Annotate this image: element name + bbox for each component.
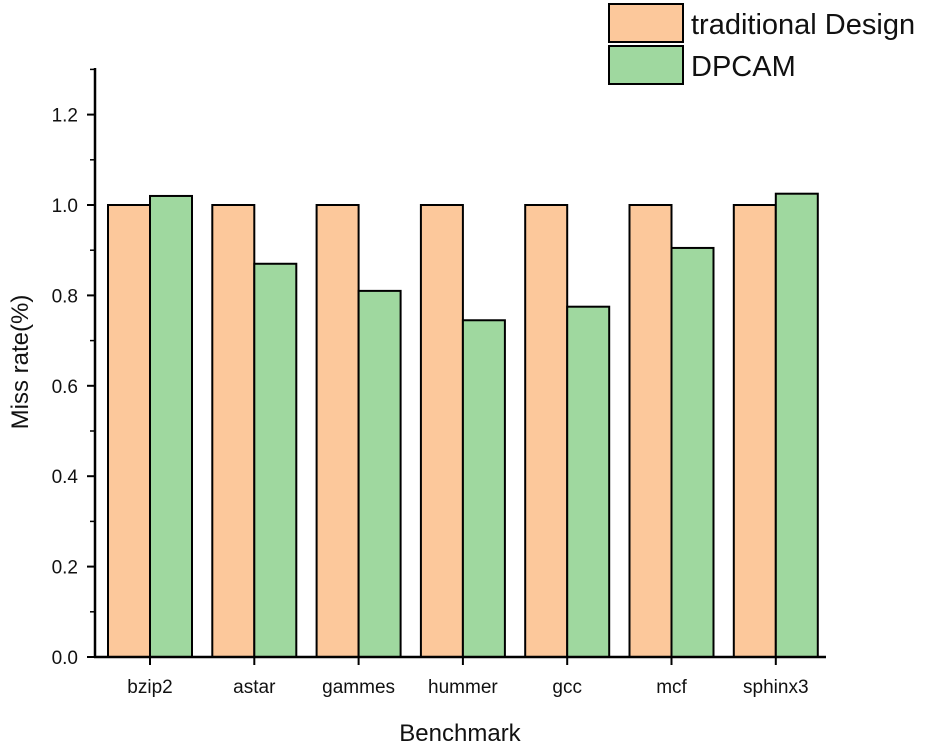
bar-dpcam-bzip2 [149,194,193,659]
legend-swatch-traditional-design [608,3,684,43]
x-tick-label-bzip2: bzip2 [127,677,172,698]
legend: traditional Design DPCAM [608,3,915,85]
legend-label-dpcam: DPCAM [691,51,796,83]
bar-dpcam-sphinx3 [774,192,819,658]
bar-dpcam-gcc [566,305,611,658]
legend-label-traditional-design: traditional Design [691,9,915,41]
x-tick-label-hummer: hummer [428,677,498,698]
bar-traditional-design-astar [211,204,256,658]
bar-traditional-design-sphinx3 [732,204,777,658]
x-tick-label-mcf: mcf [656,677,687,698]
bar-traditional-design-gcc [524,204,569,658]
x-tick-label-gammes: gammes [322,677,395,698]
bar-traditional-design-mcf [628,204,673,658]
x-tick-label-gcc: gcc [552,677,582,698]
y-tick-label: 0.6 [52,377,78,398]
y-tick-label: 0.2 [52,558,78,579]
y-tick-label: 0.8 [52,286,78,307]
y-axis-title: Miss rate(%) [7,295,34,430]
legend-swatch-dpcam [608,45,684,85]
y-tick-label: 1.2 [52,106,78,127]
x-tick-label-astar: astar [233,677,276,698]
axes-group [93,68,826,659]
x-ticks-group: bzip2 astar gammes hummer gcc mcf sphinx3 [127,657,809,698]
y-tick-label: 0.0 [52,648,78,669]
bar-traditional-design-gammes [315,204,360,658]
bar-traditional-design-bzip2 [107,204,151,658]
bars-group [107,192,819,659]
x-tick-label-sphinx3: sphinx3 [743,677,809,698]
y-ticks-group: 0.0 0.2 0.4 0.6 0.8 1.0 1.2 [52,68,95,669]
bar-dpcam-hummer [461,319,506,658]
bar-dpcam-gammes [357,289,402,658]
y-tick-label: 1.0 [52,196,78,217]
x-axis-title: Benchmark [399,720,521,747]
y-tick-label: 0.4 [52,467,79,488]
bar-dpcam-astar [253,262,298,658]
bar-traditional-design-hummer [419,204,464,658]
bar-dpcam-mcf [670,246,715,658]
